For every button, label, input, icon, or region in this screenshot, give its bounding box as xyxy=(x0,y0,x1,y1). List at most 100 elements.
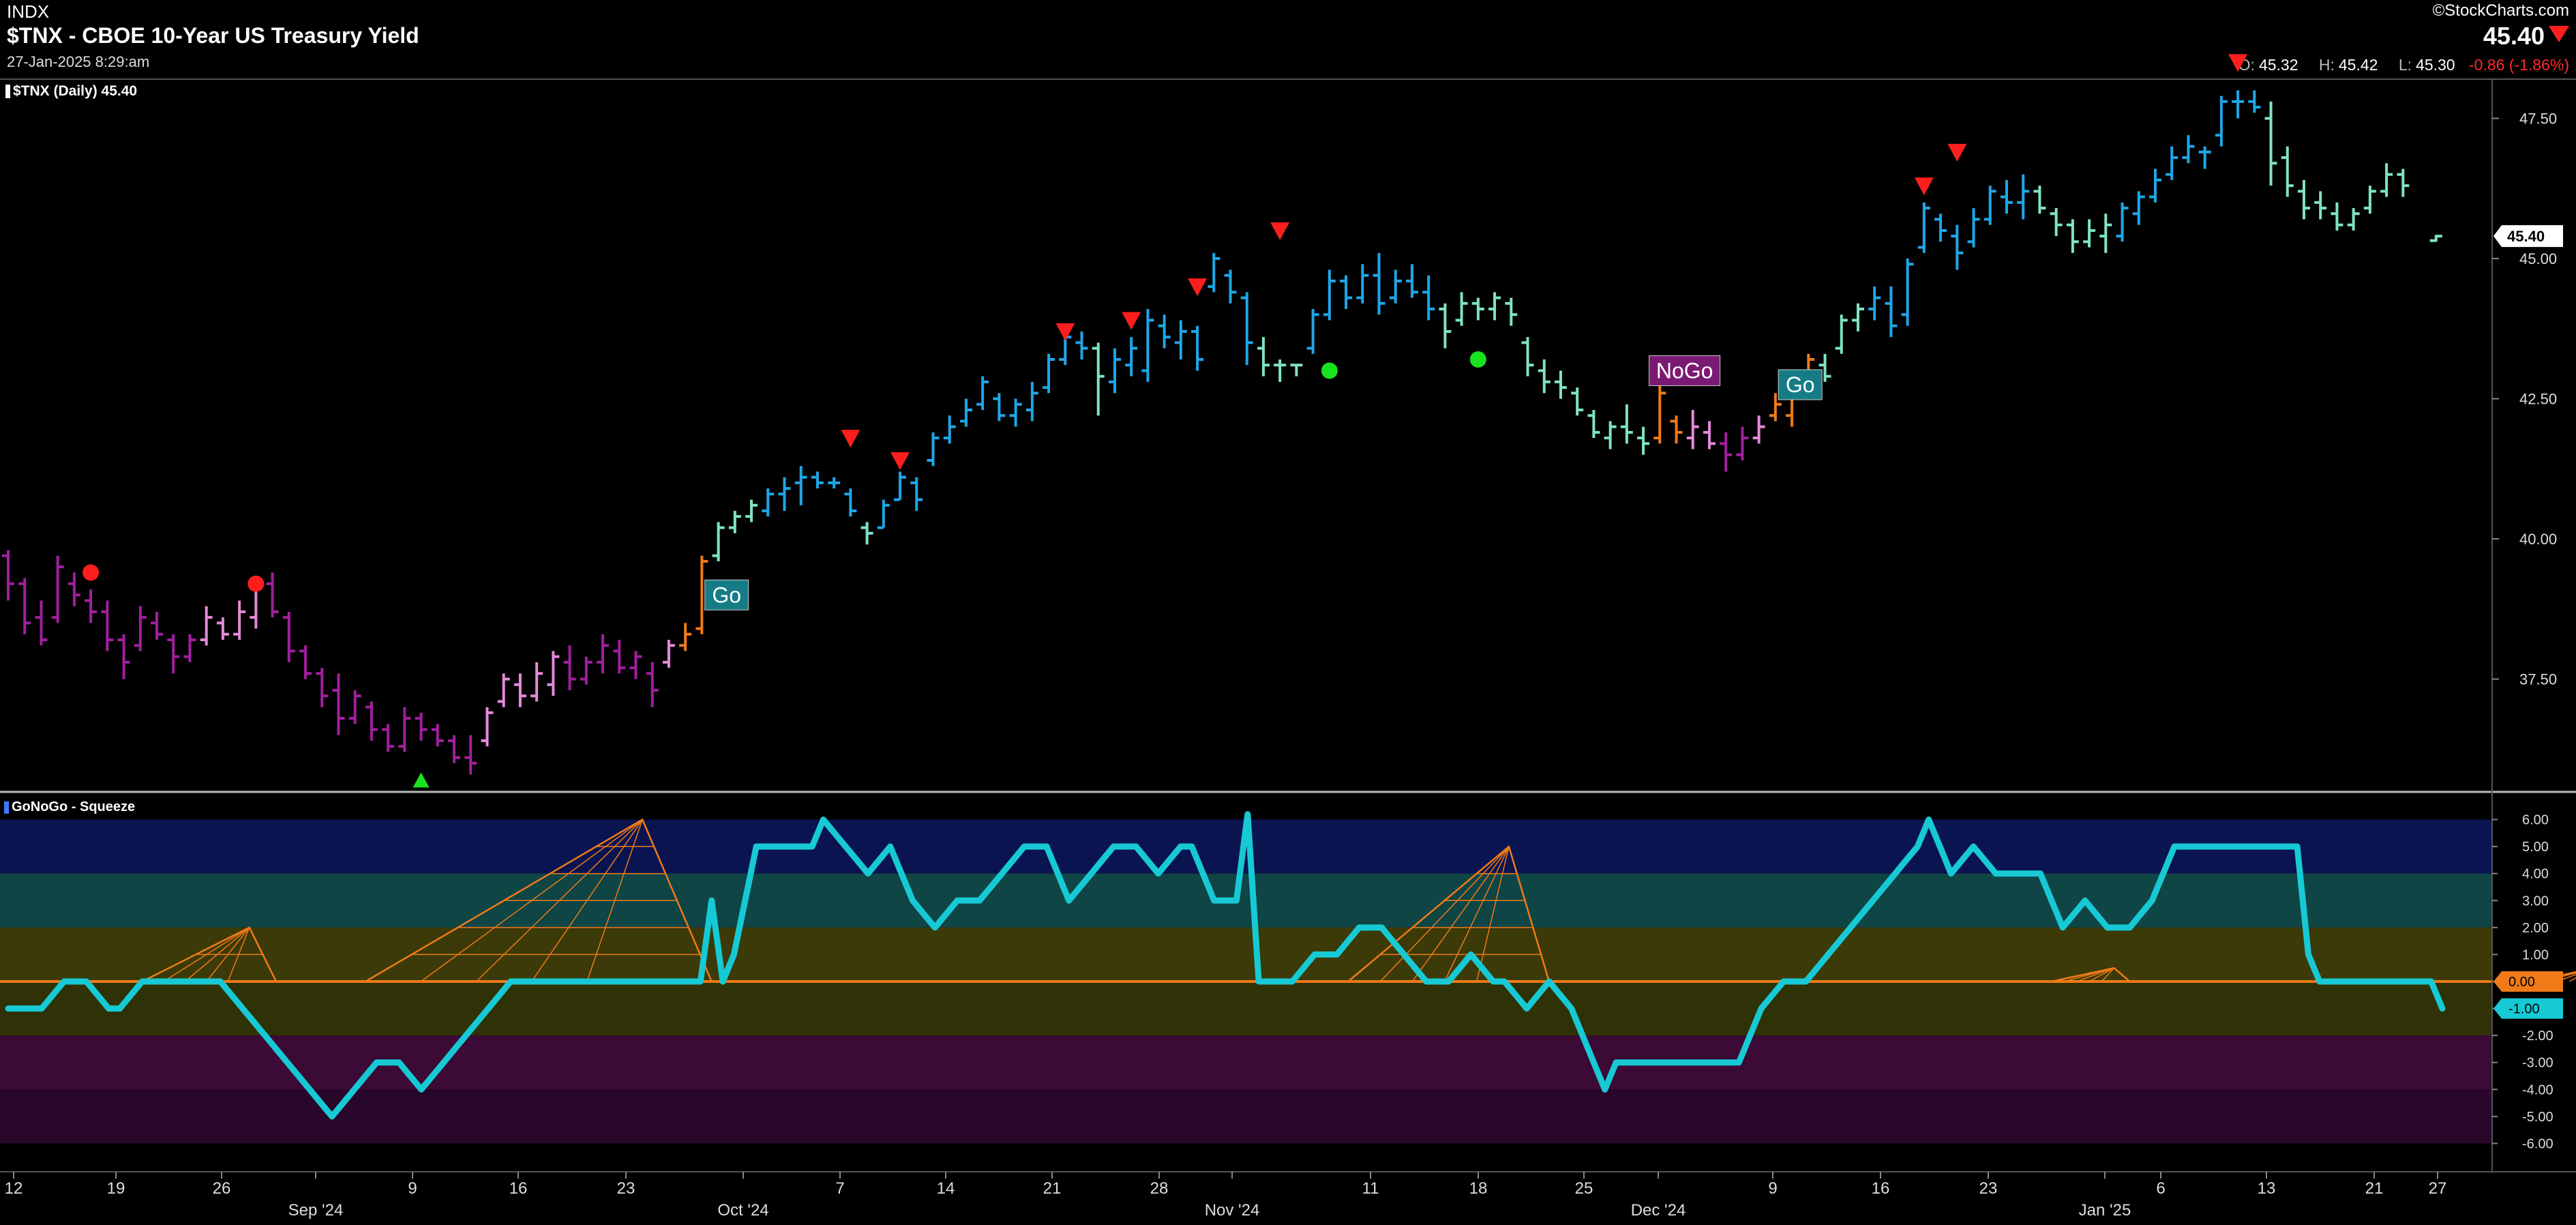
ohlc-bar xyxy=(943,415,956,444)
ohlc-bar xyxy=(316,668,329,707)
ohlc-bar xyxy=(894,471,907,501)
ohlc-bar xyxy=(448,735,461,763)
x-month-label: Jan '25 xyxy=(2079,1201,2131,1220)
ohlc-bar xyxy=(2116,202,2129,242)
squeeze-strut xyxy=(2101,967,2115,982)
signal-triangle-down xyxy=(1270,222,1290,240)
squeeze-grid xyxy=(141,926,278,983)
ohlc-bar xyxy=(1025,381,1038,422)
x-day-label: 26 xyxy=(213,1179,231,1198)
signals-layer xyxy=(83,54,2248,788)
ohlc-bar xyxy=(117,634,130,679)
ohlc-bar xyxy=(497,673,510,707)
ohlc-bar xyxy=(348,690,361,724)
ohlc-bar xyxy=(1125,337,1138,377)
ohlc-bar xyxy=(464,735,477,775)
ohlc-bar xyxy=(216,617,229,640)
squeeze-grid xyxy=(365,818,713,983)
squeeze-layer xyxy=(141,818,2576,983)
signal-triangle-down xyxy=(1122,312,1141,330)
trend-label-text: Go xyxy=(712,582,741,607)
ohlc-bar xyxy=(1306,309,1319,354)
price-tick-label: 45.00 xyxy=(2519,250,2557,267)
ohlc-bar xyxy=(2000,179,2013,214)
x-month-label: Nov '24 xyxy=(1205,1201,1260,1220)
ohlc-bar xyxy=(811,471,824,489)
squeeze-strut xyxy=(1411,846,1510,982)
ohlc-bar xyxy=(745,499,758,522)
squeeze-strut xyxy=(163,927,250,982)
ohlc-bar xyxy=(398,707,411,752)
chart-header: INDX $TNX - CBOE 10-Year US Treasury Yie… xyxy=(0,0,2576,79)
ohlc-bar xyxy=(101,600,114,651)
signal-dot xyxy=(1469,351,1486,368)
low-value: 45.30 xyxy=(2416,56,2455,74)
ohlc-bar xyxy=(51,555,64,623)
ohlc-bar xyxy=(1191,325,1204,371)
last-value-callout xyxy=(2493,225,2563,248)
ohlc-bar xyxy=(1373,252,1386,315)
trend-label-box xyxy=(704,579,749,610)
ohlc-bar xyxy=(1703,421,1716,449)
ohlc-bar xyxy=(282,611,295,662)
ohlc-bar xyxy=(200,606,213,646)
high-value: 45.42 xyxy=(2338,56,2378,74)
ohlc-bar xyxy=(1769,393,1782,422)
ohlc-bar xyxy=(2264,101,2277,186)
ohlc-bar xyxy=(2215,95,2228,147)
brand-label[interactable]: ©StockCharts.com xyxy=(2432,1,2569,20)
ohlc-bar xyxy=(1686,410,1699,449)
change-value: -0.86 (-1.86%) xyxy=(2468,56,2569,74)
ohlc-bar xyxy=(1141,309,1154,382)
ohlc-bar xyxy=(860,522,873,545)
osc-last-callout-text: -1.00 xyxy=(2508,1002,2540,1017)
price-tick-label: 40.00 xyxy=(2519,531,2557,548)
ohlc-readout: O: 45.32 H: 45.42 L: 45.30 -0.86 (-1.86%) xyxy=(2222,56,2569,74)
ohlc-bar xyxy=(2429,235,2442,242)
osc-tick-label: 3.00 xyxy=(2522,894,2549,909)
x-month-label: Dec '24 xyxy=(1631,1201,1686,1220)
oscillator-band xyxy=(0,873,2492,928)
ohlc-bar xyxy=(1521,337,1534,377)
ohlc-bar xyxy=(1340,275,1353,310)
chart-title: $TNX - CBOE 10-Year US Treasury Yield xyxy=(7,23,419,48)
oscillator-line xyxy=(5,811,2446,1120)
ohlc-bar xyxy=(629,651,642,679)
x-day-label: 14 xyxy=(937,1179,955,1198)
ohlc-bar xyxy=(1554,370,1567,399)
osc-tick-label: -3.00 xyxy=(2522,1056,2553,1071)
squeeze-strut xyxy=(2076,967,2114,982)
ohlc-bar xyxy=(1538,359,1551,394)
ohlc-bar xyxy=(646,662,659,707)
osc-tick-label: 1.00 xyxy=(2522,947,2549,962)
ohlc-bar xyxy=(1637,426,1650,455)
signal-dot xyxy=(1321,362,1338,379)
ohlc-bar xyxy=(1851,303,1864,331)
ohlc-bar xyxy=(2314,191,2327,220)
x-day-label: 21 xyxy=(1043,1179,1062,1198)
chart-datetime: 27-Jan-2025 8:29:am xyxy=(7,53,150,70)
ohlc-bar xyxy=(695,555,708,634)
ohlc-bar xyxy=(563,645,576,691)
ohlc-bar xyxy=(183,634,196,662)
osc-tick-label: -4.00 xyxy=(2522,1082,2553,1097)
ohlc-bar xyxy=(415,712,428,741)
ohlc-bar xyxy=(382,724,395,752)
ohlc-bar xyxy=(877,499,890,529)
axes-layer: 47.50 45.00 42.50 40.00 37.50 45.40 6.00 5.00 4.… xyxy=(0,78,2576,1220)
ohlc-bar xyxy=(712,522,725,561)
ohlc-bar xyxy=(844,488,857,517)
ohlc-bar xyxy=(68,572,80,606)
ohlc-bar xyxy=(1917,202,1930,253)
ohlc-bar xyxy=(2066,219,2079,253)
ohlc-bar xyxy=(2331,202,2343,231)
ohlc-bar xyxy=(1967,208,1980,248)
x-day-label: 23 xyxy=(1979,1179,1998,1198)
ohlc-bar xyxy=(1901,259,1914,326)
ohlc-bar xyxy=(1868,286,1881,321)
x-day-label: 16 xyxy=(1872,1179,1890,1198)
ohlc-bar xyxy=(2232,90,2245,119)
ohlc-bar xyxy=(2,550,14,601)
squeeze-strut xyxy=(420,818,643,982)
